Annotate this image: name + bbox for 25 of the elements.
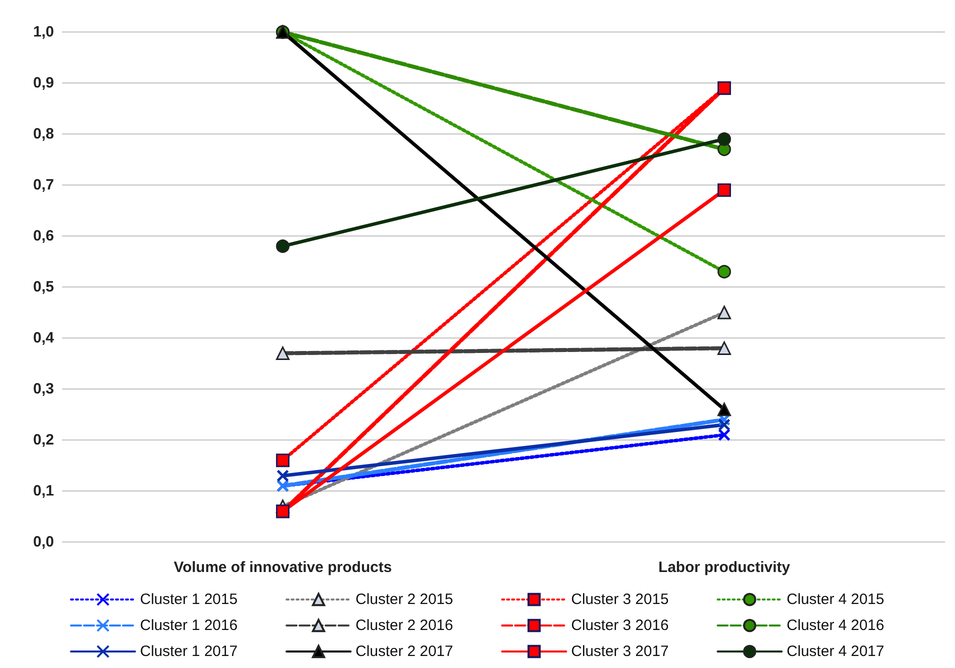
y-tick-label: 0,8: [33, 126, 54, 142]
y-tick-label: 0,0: [33, 534, 54, 550]
y-tick-label: 1,0: [33, 24, 54, 40]
legend-label: Cluster 3 2016: [571, 617, 669, 634]
legend-label: Cluster 2 2016: [356, 617, 454, 634]
legend-label: Cluster 4 2015: [786, 591, 884, 608]
y-tick-label: 0,9: [33, 74, 54, 92]
legend-label: Cluster 4 2016: [786, 617, 884, 634]
legend-label: Cluster 2 2015: [356, 591, 454, 608]
legend-label: Cluster 4 2017: [786, 643, 884, 660]
x-tick-label: Labor productivity: [658, 559, 791, 576]
y-tick-label: 0,1: [33, 482, 54, 500]
x-tick-label: Volume of innovative products: [174, 559, 392, 576]
y-tick-label: 0,4: [33, 330, 55, 346]
legend-label: Cluster 1 2017: [140, 643, 238, 660]
legend-label: Cluster 3 2017: [571, 643, 669, 660]
y-tick-label: 0,2: [33, 432, 54, 448]
y-tick-label: 0,5: [33, 278, 54, 296]
legend-label: Cluster 1 2016: [140, 617, 238, 634]
legend-label: Cluster 3 2015: [571, 591, 669, 608]
legend-label: Cluster 2 2017: [356, 643, 454, 660]
y-tick-label: 0,3: [33, 380, 54, 398]
legend-label: Cluster 1 2015: [140, 591, 238, 608]
y-tick-label: 0,7: [33, 176, 54, 194]
y-tick-label: 0,6: [33, 228, 54, 244]
